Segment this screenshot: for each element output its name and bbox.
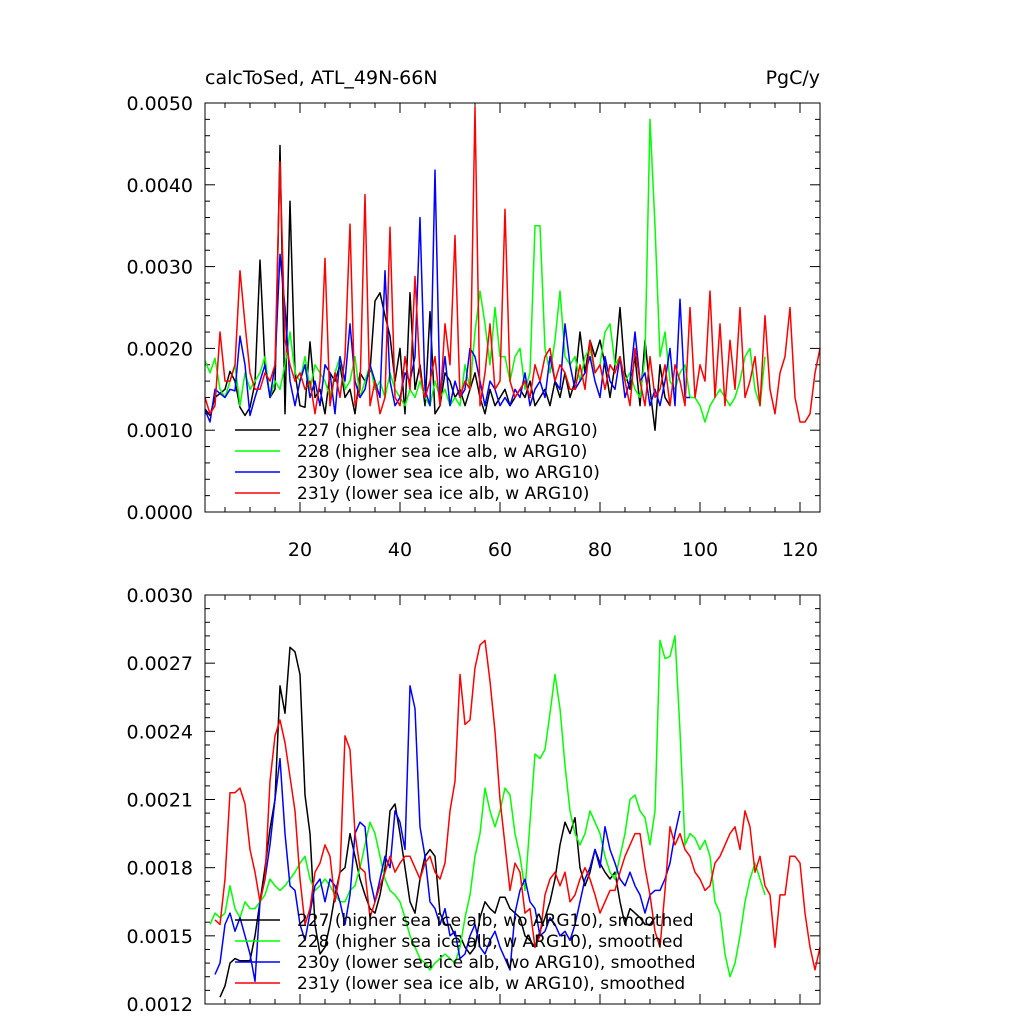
y-tick-label: 0.0020	[127, 338, 193, 360]
bottom-panel: 0.0012 0.0015 0.0018 0.0021 0.0024 0.0027 0.00…	[127, 585, 821, 1016]
x-tick-label: 120	[782, 539, 818, 561]
legend-label: 231y (lower sea ice alb, w ARG10), smoot…	[297, 974, 685, 994]
units-label: PgC/y	[766, 67, 820, 89]
legend-label: 231y (lower sea ice alb, w ARG10)	[297, 484, 589, 504]
y-tick-label: 0.0012	[127, 994, 193, 1016]
y-tick-label: 0.0050	[127, 93, 193, 115]
legend-label: 228 (higher sea ice alb, w ARG10), smoot…	[297, 932, 683, 952]
chart-title: calcToSed, ATL_49N-66N	[205, 67, 438, 89]
y-tick-label: 0.0015	[127, 926, 193, 948]
x-tick-label: 20	[288, 539, 312, 561]
y-tick-label: 0.0040	[127, 175, 193, 197]
legend: 227 (higher sea ice alb, wo ARG10), smoo…	[235, 911, 696, 994]
tick-labels: 0.0000 0.0010 0.0020 0.0030 0.0040 0.0050 20 40…	[127, 93, 819, 561]
axis-ticks	[205, 102, 820, 513]
series-line	[204, 169, 690, 423]
legend: 227 (higher sea ice alb, wo ARG10)228 (h…	[235, 421, 600, 504]
top-panel: calcToSed, ATL_49N-66N PgC/y 0.0000 0.001…	[127, 67, 821, 561]
series-lines	[204, 106, 821, 431]
y-tick-label: 0.0021	[127, 790, 193, 812]
x-tick-label: 60	[488, 539, 512, 561]
tick-labels: 0.0012 0.0015 0.0018 0.0021 0.0024 0.0027 0.00…	[127, 585, 193, 1016]
y-tick-label: 0.0030	[127, 585, 193, 607]
series-line	[219, 646, 656, 998]
y-tick-label: 0.0027	[127, 653, 193, 675]
x-tick-label: 100	[682, 539, 718, 561]
y-tick-label: 0.0030	[127, 257, 193, 279]
y-tick-label: 0.0024	[127, 721, 193, 743]
x-tick-label: 80	[588, 539, 612, 561]
legend-label: 227 (higher sea ice alb, wo ARG10), smoo…	[297, 911, 694, 931]
plot-frame	[204, 102, 821, 513]
y-tick-label: 0.0018	[127, 858, 193, 880]
series-line	[214, 639, 821, 971]
axis-ticks	[205, 594, 820, 1005]
series-line	[204, 106, 821, 423]
legend-label: 230y (lower sea ice alb, wo ARG10), smoo…	[297, 953, 696, 973]
series-lines	[209, 635, 821, 998]
series-line	[204, 118, 766, 423]
series-line	[214, 685, 681, 983]
legend-label: 227 (higher sea ice alb, wo ARG10)	[297, 421, 598, 441]
x-tick-label: 40	[388, 539, 412, 561]
legend-label: 228 (higher sea ice alb, w ARG10)	[297, 442, 587, 462]
plot-frame	[204, 594, 821, 1005]
legend-label: 230y (lower sea ice alb, wo ARG10)	[297, 463, 600, 483]
y-tick-label: 0.0010	[127, 420, 193, 442]
y-tick-label: 0.0000	[127, 502, 193, 524]
series-line	[209, 635, 766, 978]
